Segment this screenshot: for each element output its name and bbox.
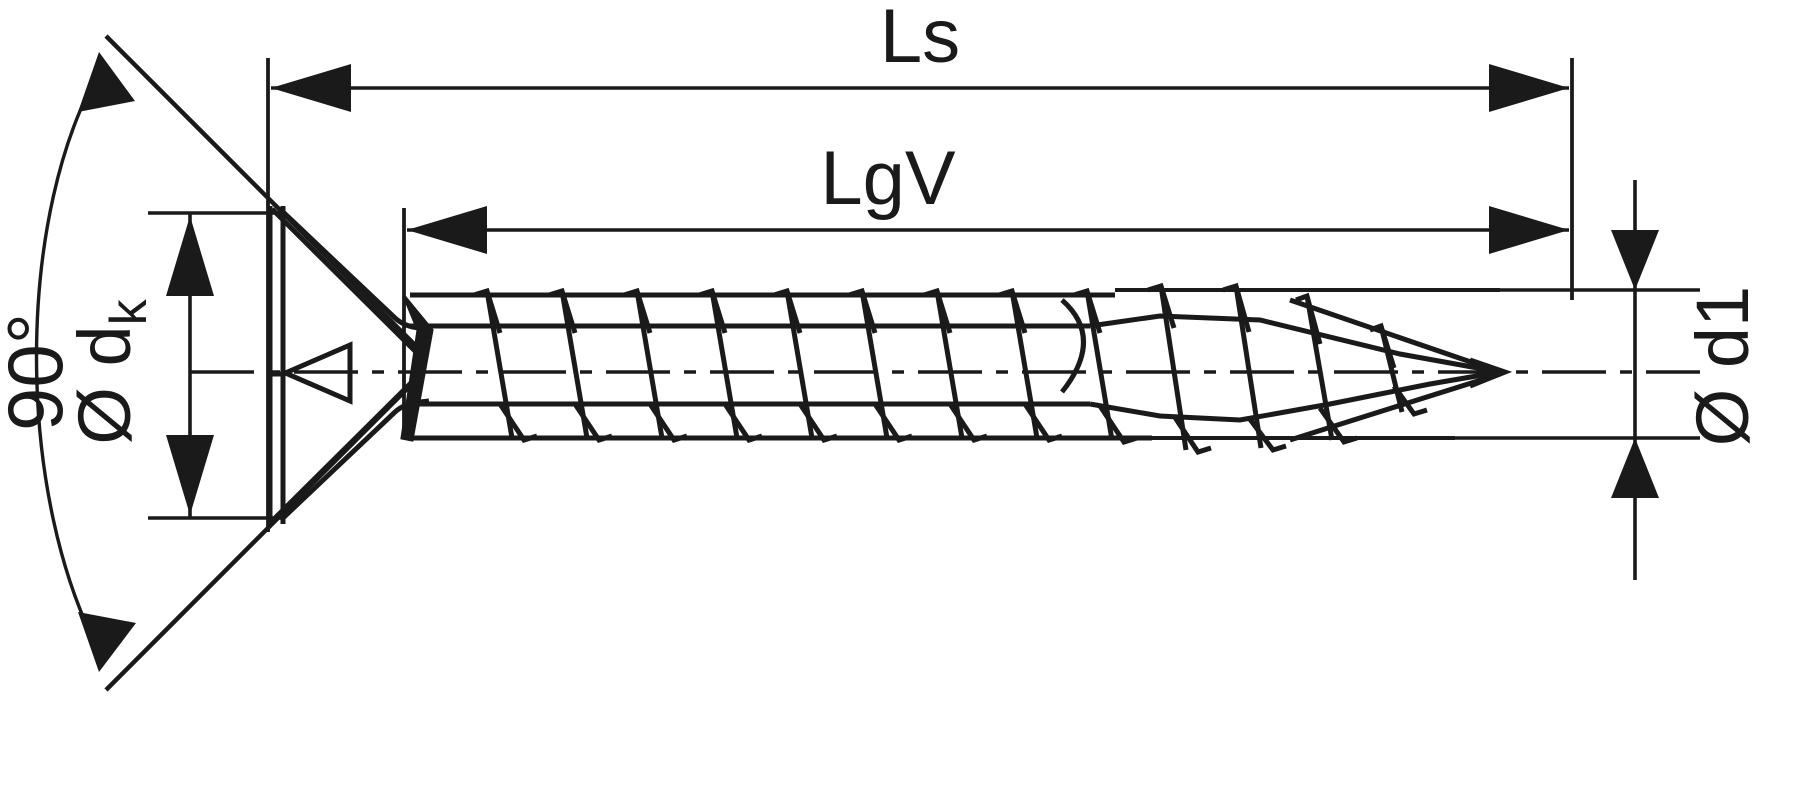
head-cone-projection-upper: [270, 207, 422, 358]
thread-tooth-l13: [1391, 384, 1428, 417]
d1-diameter-symbol: Ø: [1681, 389, 1764, 447]
head-angle-dimension: 90°: [0, 34, 422, 692]
helix-5: [784, 290, 815, 439]
head-cone-projection-lower: [270, 372, 422, 523]
core-taper-bottom: [1089, 369, 1501, 423]
helix-9: [1084, 290, 1115, 441]
thread-teeth-lower: [497, 384, 1428, 455]
helix-12: [1304, 295, 1335, 441]
lgv-arrow-left: [407, 206, 487, 254]
tip-cone-lower: [1289, 371, 1501, 443]
shank-serration-nib: [1060, 298, 1086, 394]
helix-13: [1378, 325, 1405, 413]
drive-recess-lower-side: [282, 369, 353, 405]
overall-length-label: Ls: [880, 0, 960, 79]
dk-arrow-bottom: [166, 435, 214, 515]
d1-arrow-bottom: [1611, 438, 1659, 498]
helix-3: [634, 290, 665, 439]
d1-name: d1: [1681, 286, 1764, 368]
thread-helix-lines: [484, 285, 1405, 451]
head-angle-label: 90°: [0, 313, 79, 431]
head-angle-arc: [34, 63, 106, 661]
head-angle-ray-upper: [104, 34, 422, 352]
head-angle-arrow-top: [78, 52, 135, 112]
head-cone-lower: [281, 399, 421, 520]
dk-diameter-symbol: Ø: [63, 387, 146, 445]
thread-diameter-dimension: Ø d1: [1410, 180, 1764, 580]
lgv-arrow-right: [1489, 206, 1569, 254]
ls-arrow-right: [1489, 64, 1569, 112]
dk-label: Ø dk: [63, 298, 158, 444]
helix-2: [559, 290, 590, 439]
head-diameter-dimension: Ø dk: [63, 211, 282, 520]
helix-1: [484, 290, 515, 439]
helix-6: [859, 290, 890, 439]
helix-11: [1233, 285, 1264, 449]
helix-8: [1009, 290, 1040, 439]
head-cone-upper: [281, 210, 421, 331]
screw-body: [190, 206, 1700, 524]
tip-cone-upper: [1289, 297, 1501, 375]
dk-label-group: Ø dk: [63, 298, 158, 444]
helix-4: [709, 290, 740, 439]
thread-tooth-l11: [1247, 416, 1287, 453]
helix-10: [1158, 285, 1189, 451]
d1-arrow-top: [1611, 230, 1659, 290]
d1-label: Ø d1: [1681, 286, 1764, 446]
d1-label-group: Ø d1: [1681, 286, 1764, 446]
thread-runout: [400, 295, 434, 442]
dk-subscript: k: [100, 298, 158, 325]
tip-point: [1469, 357, 1513, 389]
drive-recess-upper-side: [282, 341, 353, 377]
threaded-length-label: LgV: [820, 136, 956, 221]
ls-arrow-left: [271, 64, 351, 112]
core-taper-top: [1089, 313, 1501, 375]
dk-letter: d: [63, 325, 146, 366]
threaded-length-dimension: LgV: [402, 136, 1569, 435]
dk-arrow-top: [166, 216, 214, 296]
overall-length-dimension: Ls: [266, 0, 1574, 532]
helix-7: [934, 290, 965, 439]
head-angle-arrow-bottom: [78, 612, 136, 672]
